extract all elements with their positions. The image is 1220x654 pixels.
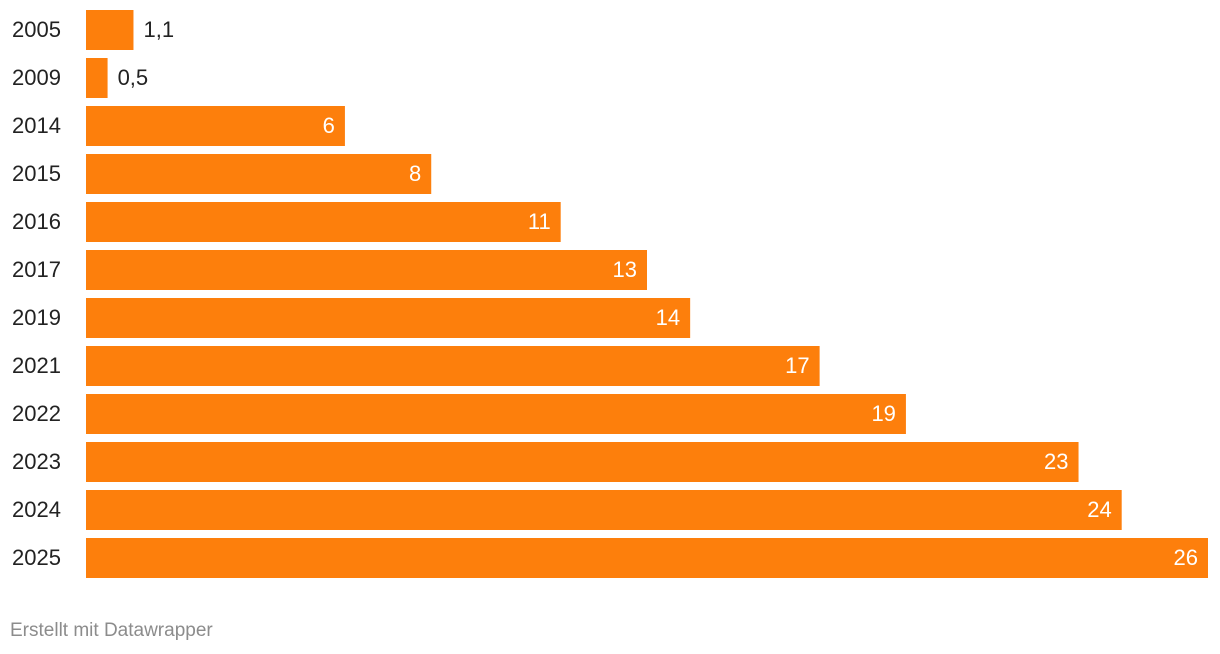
value-label: 6	[323, 113, 335, 138]
value-label: 19	[871, 401, 895, 426]
category-label: 2024	[12, 497, 61, 522]
footer: Erstellt mit Datawrapper	[10, 620, 213, 641]
bar	[86, 106, 345, 146]
category-label: 2021	[12, 353, 61, 378]
category-label: 2014	[12, 113, 61, 138]
bar	[86, 346, 820, 386]
value-label: 23	[1044, 449, 1068, 474]
category-label: 2016	[12, 209, 61, 234]
category-label: 2005	[12, 17, 61, 42]
bar	[86, 298, 691, 338]
category-label: 2025	[12, 545, 61, 570]
category-label: 2009	[12, 65, 61, 90]
value-label: 14	[656, 305, 680, 330]
bar	[86, 394, 906, 434]
bar	[86, 202, 561, 242]
value-label: 1,1	[143, 17, 174, 42]
value-label: 24	[1087, 497, 1111, 522]
value-label: 17	[785, 353, 809, 378]
value-label: 26	[1174, 545, 1198, 570]
bar	[86, 10, 134, 50]
category-label: 2022	[12, 401, 61, 426]
value-label: 11	[528, 209, 551, 234]
bar	[86, 442, 1079, 482]
bar	[86, 490, 1122, 530]
bar	[86, 538, 1208, 578]
value-label: 8	[409, 161, 421, 186]
category-label: 2015	[12, 161, 61, 186]
category-label: 2017	[12, 257, 61, 282]
category-label: 2019	[12, 305, 61, 330]
value-label: 0,5	[118, 65, 149, 90]
value-label: 13	[613, 257, 637, 282]
bar	[86, 154, 432, 194]
category-label: 2023	[12, 449, 61, 474]
bar	[86, 58, 108, 98]
bar	[86, 250, 647, 290]
